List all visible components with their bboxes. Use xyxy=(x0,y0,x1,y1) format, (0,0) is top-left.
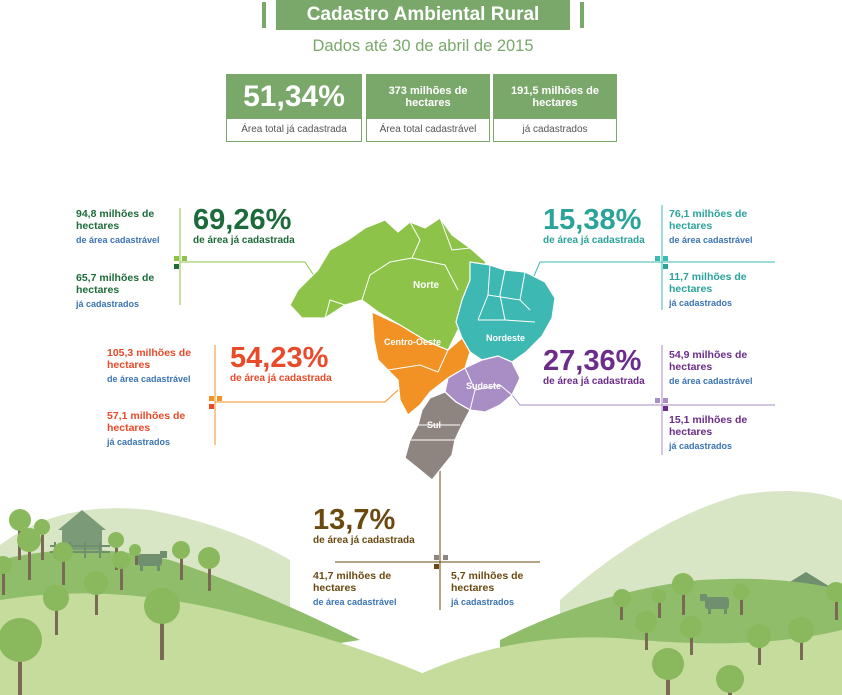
connector-sul xyxy=(335,470,540,610)
nordeste-marker-2 xyxy=(663,256,668,261)
centro-oeste-marker-3 xyxy=(209,404,214,409)
map-label-norte: Norte xyxy=(413,280,440,291)
nordeste-cadastrados-caption: já cadastrados xyxy=(669,298,733,308)
connector-sudeste xyxy=(511,345,775,455)
summary-registered-caption: já cadastrados xyxy=(522,124,588,135)
nordeste-cadastrados: 11,7 milhões de hectares já cadastrados xyxy=(669,271,749,308)
nordeste-marker-1 xyxy=(655,256,660,261)
sudeste-cadastravel: 54,9 milhões de hectares de área cadastr… xyxy=(669,349,759,386)
nordeste-percent-block: 15,38% de área já cadastrada xyxy=(543,205,645,246)
norte-percent-block: 69,26% de área já cadastrada xyxy=(193,205,295,246)
nordeste-marker-3 xyxy=(663,264,668,269)
front-hill-left xyxy=(0,593,470,695)
summary-percent-caption: Área total já cadastrada xyxy=(241,124,347,135)
sul-state-borders xyxy=(410,424,460,441)
map-label-nordeste: Nordeste xyxy=(486,333,526,343)
nordeste-cadastrados-value: 11,7 milhões de hectares xyxy=(669,271,747,295)
cow-right xyxy=(700,594,729,614)
region-centro-oeste xyxy=(371,311,471,416)
norte-cadastrados: 65,7 milhões de hectares já cadastrados xyxy=(76,272,176,309)
sudeste-cadastrados: 15,1 milhões de hectares já cadastrados xyxy=(669,414,749,451)
norte-marker-2 xyxy=(182,256,187,261)
page-subtitle: Dados até 30 de abril de 2015 xyxy=(312,37,534,55)
norte-marker-1 xyxy=(174,256,179,261)
centro-oeste-cadastrados-value: 57,1 milhões de hectares xyxy=(107,410,186,434)
sul-marker-1 xyxy=(434,555,439,560)
centro-oeste-percent-block: 54,23% de área já cadastrada xyxy=(230,343,332,384)
nordeste-percent-caption: de área já cadastrada xyxy=(543,235,645,246)
page-title: Cadastro Ambiental Rural xyxy=(276,0,570,30)
norte-cadastravel-caption: de área cadastrável xyxy=(76,235,160,245)
sudeste-cadastravel-value: 54,9 milhões de hectares xyxy=(669,349,748,373)
sudeste-state-borders xyxy=(464,367,513,411)
title-bar-left-edge xyxy=(262,2,266,28)
norte-percent: 69,26% xyxy=(193,204,292,236)
title-bar: Cadastro Ambiental Rural xyxy=(262,0,584,30)
map-label-centro-oeste: Centro-Oeste xyxy=(384,337,442,347)
norte-percent-caption: de área já cadastrada xyxy=(193,235,295,246)
title-bar-right-edge xyxy=(580,2,584,28)
summary-total-area-caption: Área total cadastrável xyxy=(379,124,477,135)
map-label-sudeste: Sudeste xyxy=(466,381,502,391)
centro-oeste-state-borders xyxy=(387,349,449,373)
centro-oeste-cadastrados-caption: já cadastrados xyxy=(107,437,171,447)
sudeste-percent: 27,36% xyxy=(543,345,642,377)
norte-cadastravel: 94,8 milhões de hectares de área cadastr… xyxy=(76,208,176,245)
sul-cadastravel-caption: de área cadastrável xyxy=(313,597,397,607)
centro-oeste-cadastravel-caption: de área cadastrável xyxy=(107,374,191,384)
summary-card-percent: 51,34% Área total já cadastrada xyxy=(226,74,362,142)
sudeste-cadastravel-caption: de área cadastrável xyxy=(669,376,753,386)
summary-percent-value: 51,34% xyxy=(243,80,345,113)
sudeste-cadastrados-value: 15,1 milhões de hectares xyxy=(669,414,748,438)
connector-centro-oeste xyxy=(214,345,399,445)
sul-marker-3 xyxy=(434,564,439,569)
centro-oeste-marker-1 xyxy=(209,396,214,401)
sudeste-percent-block: 27,36% de área já cadastrada xyxy=(543,346,645,387)
centro-oeste-cadastravel: 105,3 milhões de hectares de área cadast… xyxy=(107,347,207,384)
sudeste-marker-3 xyxy=(663,406,668,411)
sudeste-marker-1 xyxy=(655,398,660,403)
sul-percent: 13,7% xyxy=(313,504,396,536)
region-nordeste xyxy=(455,261,556,363)
trees xyxy=(0,509,842,695)
nordeste-state-borders xyxy=(477,264,536,323)
map-label-sul: Sul xyxy=(427,420,442,430)
norte-state-borders xyxy=(324,217,471,319)
centro-oeste-percent: 54,23% xyxy=(230,342,329,374)
nordeste-cadastravel: 76,1 milhões de hectares de área cadastr… xyxy=(669,208,769,245)
sul-cadastrados: 5,7 milhões de hectares já cadastrados xyxy=(451,570,541,607)
cow-left xyxy=(138,551,167,571)
sul-percent-block: 13,7% de área já cadastrada xyxy=(313,505,415,546)
centro-oeste-cadastravel-value: 105,3 milhões de hectares xyxy=(107,347,192,371)
sul-percent-caption: de área já cadastrada xyxy=(313,535,415,546)
norte-marker-3 xyxy=(174,264,179,269)
sul-cadastrados-value: 5,7 milhões de hectares xyxy=(451,570,524,594)
centro-oeste-marker-2 xyxy=(217,396,222,401)
sul-cadastravel-value: 41,7 milhões de hectares xyxy=(313,570,392,594)
summary-total-area-value: 373 milhões de hectares xyxy=(388,85,468,109)
nordeste-percent: 15,38% xyxy=(543,204,642,236)
summary-registered-value: 191,5 milhões de hectares xyxy=(510,85,600,109)
norte-cadastrados-value: 65,7 milhões de hectares xyxy=(76,272,155,296)
summary-card-registered: 191,5 milhões de hectares já cadastrados xyxy=(493,74,617,142)
region-sul xyxy=(404,391,471,481)
nordeste-cadastravel-value: 76,1 milhões de hectares xyxy=(669,208,748,232)
norte-cadastravel-value: 94,8 milhões de hectares xyxy=(76,208,155,232)
centro-oeste-cadastrados: 57,1 milhões de hectares já cadastrados xyxy=(107,410,187,447)
sul-cadastrados-caption: já cadastrados xyxy=(451,597,515,607)
norte-cadastrados-caption: já cadastrados xyxy=(76,299,140,309)
summary-card-total-area: 373 milhões de hectares Área total cadas… xyxy=(366,74,490,142)
centro-oeste-percent-caption: de área já cadastrada xyxy=(230,373,332,384)
sul-cadastravel: 41,7 milhões de hectares de área cadastr… xyxy=(313,570,413,607)
sudeste-cadastrados-caption: já cadastrados xyxy=(669,441,733,451)
sul-marker-2 xyxy=(443,555,448,560)
sudeste-marker-2 xyxy=(663,398,668,403)
sudeste-percent-caption: de área já cadastrada xyxy=(543,376,645,387)
nordeste-cadastravel-caption: de área cadastrável xyxy=(669,235,753,245)
